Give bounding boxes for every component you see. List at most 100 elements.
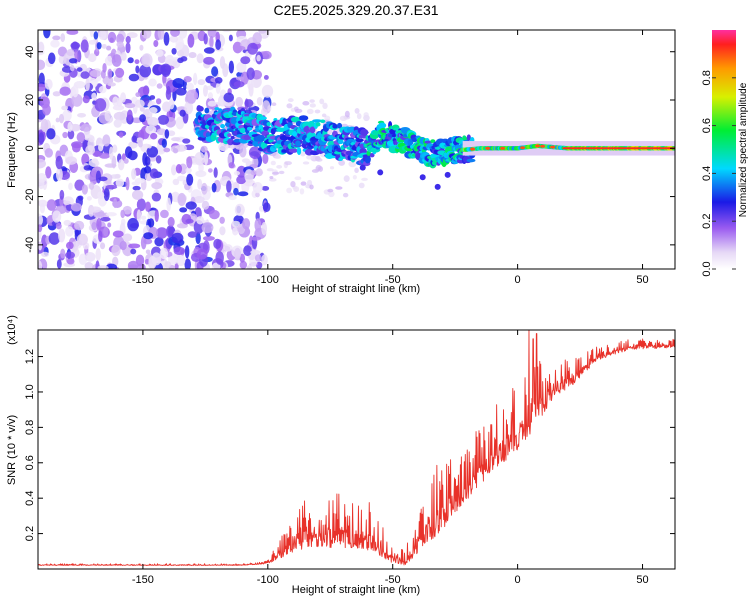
spectrogram-noise-blob (167, 216, 175, 227)
spectrogram-noise-blob (335, 186, 343, 190)
spectrogram-noise-blob (105, 263, 118, 269)
spectrogram-image (38, 30, 675, 269)
spectrogram-signal-blob (466, 158, 476, 163)
spectrogram-noise-blob (250, 236, 262, 241)
spectrogram-noise-blob (258, 30, 267, 34)
spectrogram-noise-blob (71, 84, 79, 98)
spectrogram-signal-blob (220, 124, 226, 129)
spectrogram-noise-blob (102, 62, 107, 73)
spectrogram-noise-blob (69, 123, 81, 132)
spectrogram-noise-blob (177, 175, 187, 182)
spectrogram-noise-blob (156, 83, 163, 89)
spectrogram-noise-blob (171, 137, 181, 142)
spectrogram-noise-blob (99, 242, 106, 250)
snr-x-ticks: -150 -100 -50 0 50 (132, 330, 649, 586)
spectrogram-noise-blob (131, 189, 144, 200)
spectrogram-noise-blob (105, 184, 118, 190)
spectrogram-noise-blob (139, 44, 144, 51)
spectrogram-noise-blob (151, 192, 162, 202)
spectrogram-noise-blob (43, 30, 51, 39)
spectrogram-signal-blob (444, 171, 451, 178)
spectrogram-noise-blob (55, 117, 60, 123)
y-tick-label: 0 (24, 145, 36, 151)
spectrogram-noise-blob (262, 153, 269, 165)
spectrogram-noise-blob (193, 196, 205, 204)
spectrogram-noise-blob (187, 231, 198, 238)
spectrogram-noise-blob (59, 189, 65, 200)
spectrogram-noise-blob (45, 166, 52, 179)
spectrogram-noise-blob (76, 67, 83, 72)
spectrogram-noise-blob (95, 211, 105, 217)
spectrogram-noise-blob (203, 47, 215, 54)
snr-series-line (38, 330, 675, 566)
spectrogram-noise-blob (261, 222, 268, 236)
spectrogram-noise-blob (143, 232, 154, 240)
spectrogram-noise-blob (159, 247, 169, 260)
spectrogram-noise-blob (116, 33, 125, 45)
spectrogram-noise-blob (311, 169, 320, 173)
spectrogram-noise-blob (286, 187, 293, 194)
spectrogram-noise-blob (266, 168, 274, 172)
spectrogram-noise-blob (40, 118, 49, 133)
spectrogram-noise-blob (127, 150, 138, 161)
spectrogram-noise-blob (46, 199, 57, 211)
spectrogram-noise-blob (235, 45, 246, 51)
spectrogram-noise-blob (241, 158, 250, 163)
spectrogram-noise-blob (354, 167, 359, 173)
spectrogram-noise-blob (108, 146, 114, 160)
spectrogram-noise-blob (319, 98, 325, 105)
spectrogram-noise-blob (70, 41, 81, 50)
spectrogram-noise-blob (167, 130, 176, 137)
spectrogram-noise-blob (252, 32, 262, 45)
spectrogram-noise-blob (48, 232, 61, 245)
spectrogram-noise-blob (309, 103, 316, 108)
spectrogram-noise-blob (358, 182, 365, 189)
x-tick-label: -50 (385, 574, 401, 586)
spectrogram-noise-blob (62, 110, 72, 122)
spectrogram-noise-blob (135, 92, 141, 98)
spectrogram-noise-blob (314, 109, 321, 114)
spectrogram-noise-blob (215, 39, 222, 51)
spectrogram-signal-blob (227, 133, 232, 138)
spectrogram-noise-blob (58, 113, 65, 124)
spectrogram-noise-blob (70, 202, 82, 212)
spectrogram-noise-blob (147, 144, 152, 149)
spectrogram-noise-blob (135, 65, 140, 74)
spectrogram-noise-blob (125, 36, 131, 44)
spectrogram-noise-blob (149, 95, 156, 100)
spectrogram-noise-blob (44, 148, 53, 158)
spectrogram-noise-blob (147, 218, 155, 228)
spectrogram-hotspot (535, 144, 541, 148)
spectrogram-noise-blob (236, 61, 247, 73)
spectrogram-noise-blob (164, 129, 170, 139)
spectrogram-noise-blob (89, 30, 95, 38)
spectrogram-noise-blob (328, 190, 335, 198)
colorbar-tick-label: 0.0 (701, 261, 713, 276)
spectrogram-noise-blob (143, 166, 152, 174)
spectrogram-noise-blob (235, 76, 245, 81)
spectrogram-noise-blob (160, 209, 169, 219)
spectrogram-noise-blob (302, 101, 310, 106)
spectrogram-noise-blob (294, 108, 303, 113)
spectrogram-noise-blob (38, 213, 44, 227)
spectrogram-noise-blob (155, 98, 162, 105)
spectrogram-noise-blob (68, 182, 73, 191)
spectrogram-noise-blob (239, 260, 248, 269)
spectrogram-noise-blob (284, 161, 292, 166)
spectrogram-noise-blob (113, 111, 126, 121)
spectrogram-noise-blob (286, 103, 293, 109)
spectrogram-noise-blob (76, 233, 88, 246)
spectrogram-signal-blob (378, 122, 387, 129)
spectrogram-noise-blob (166, 197, 172, 212)
spectrogram-noise-blob (89, 69, 102, 78)
spectrogram-noise-blob (61, 105, 69, 111)
spectrogram-noise-blob (163, 147, 171, 153)
spectrogram-noise-blob (143, 109, 150, 116)
spectrogram-noise-blob (120, 92, 127, 103)
spectrogram-noise-blob (65, 241, 74, 250)
spectrogram-noise-blob (261, 50, 272, 60)
spectrogram-noise-blob (166, 225, 175, 238)
spectrogram-noise-blob (226, 180, 232, 194)
spectrogram-noise-blob (207, 92, 213, 100)
spectrogram-noise-blob (270, 160, 276, 166)
